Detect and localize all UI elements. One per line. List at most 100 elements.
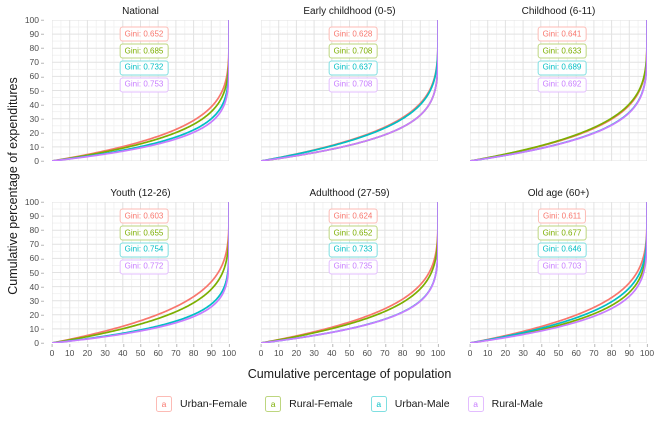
gini-label-rural-female: Gini: 0.652 xyxy=(328,225,378,241)
x-tick-label: 20 xyxy=(500,344,511,358)
legend-label: Rural-Female xyxy=(289,398,353,410)
gini-label-rural-male: Gini: 0.735 xyxy=(328,259,378,275)
y-tick-label: 0 xyxy=(34,337,44,348)
y-tick-label: 40 xyxy=(29,281,45,292)
lorenz-curve-rural-female xyxy=(52,20,229,161)
lorenz-curve-urban-male xyxy=(261,20,438,161)
plot-area: Gini: 0.624 Gini: 0.652 Gini: 0.733 Gini: 0… xyxy=(259,202,445,357)
x-tick-label: 30 xyxy=(100,344,110,358)
y-tick-labels: 0 10 20 30 40 50 60 70 80 90 100 xyxy=(16,198,46,347)
plot-area: Gini: 0.641 Gini: 0.633 Gini: 0.689 Gini: 0… xyxy=(470,20,647,161)
facet-panel: Youth (12-26) Gini: 0.603 Gini: 0.655 Gini:… xyxy=(25,186,236,357)
facet-panel: National Gini: 0.652 Gini: 0.685 Gini: 0.73… xyxy=(25,4,229,165)
lorenz-curve-rural-female xyxy=(52,202,229,343)
gini-label-rural-male: Gini: 0.703 xyxy=(537,259,587,275)
x-tick-labels: 0 10 20 30 40 50 60 70 80 90 100 xyxy=(467,343,654,361)
gini-label-rural-female: Gini: 0.708 xyxy=(328,43,378,59)
gini-label-urban-female: Gini: 0.611 xyxy=(537,208,587,224)
panel-title: Early childhood (0-5) xyxy=(303,6,396,17)
y-tick-label: 20 xyxy=(29,309,45,320)
x-tick-label: 10 xyxy=(64,344,75,358)
gini-label-rural-female: Gini: 0.655 xyxy=(119,225,169,241)
lorenz-curve-rural-male xyxy=(52,20,229,161)
x-tick-label: 40 xyxy=(327,344,337,358)
facet-grid: National Gini: 0.652 Gini: 0.685 Gini: 0.73… xyxy=(25,4,654,357)
panel-title: Youth (12-26) xyxy=(110,188,171,199)
legend: a Urban-Female a Rural-Female a Urban-Male a Ru… xyxy=(52,396,647,412)
gini-label-urban-male: Gini: 0.637 xyxy=(328,60,378,76)
facet-panel: Early childhood (0-5) Gini: 0.628 Gini: 0.… xyxy=(261,4,438,161)
x-tick-label: 100 xyxy=(221,344,237,358)
x-tick-label: 90 xyxy=(624,344,635,358)
legend-item-urban-female: a Urban-Female xyxy=(156,396,247,412)
x-tick-label: 40 xyxy=(118,344,128,358)
x-tick-label: 50 xyxy=(553,344,564,358)
legend-key-icon: a xyxy=(467,396,484,412)
lorenz-curve-rural-male xyxy=(52,202,229,343)
lorenz-curve-rural-male xyxy=(470,20,647,161)
plot-area: Gini: 0.652 Gini: 0.685 Gini: 0.732 Gini: 0… xyxy=(25,16,229,165)
gini-label-rural-female: Gini: 0.633 xyxy=(537,43,587,59)
gini-label-urban-male: Gini: 0.754 xyxy=(119,242,169,258)
x-tick-label: 60 xyxy=(362,344,372,358)
gini-label-rural-male: Gini: 0.772 xyxy=(119,259,169,275)
gini-label-urban-male: Gini: 0.689 xyxy=(537,60,587,76)
x-axis-title: Cumulative percentage of population xyxy=(247,367,452,381)
y-tick-labels: 0 10 20 30 40 50 60 70 80 90 100 xyxy=(16,16,46,165)
y-tick-label: 50 xyxy=(29,267,45,278)
gini-label-rural-male: Gini: 0.708 xyxy=(328,77,378,93)
plot-area: Gini: 0.603 Gini: 0.655 Gini: 0.754 Gini: 0… xyxy=(25,198,236,357)
gini-label-urban-female: Gini: 0.624 xyxy=(328,208,378,224)
x-tick-label: 0 xyxy=(467,344,473,358)
x-tick-label: 100 xyxy=(639,344,655,358)
legend-item-rural-male: a Rural-Male xyxy=(467,396,543,412)
lorenz-curve-rural-female xyxy=(470,202,647,343)
lorenz-curve-urban-female xyxy=(52,20,229,161)
y-tick-label: 60 xyxy=(29,253,45,264)
x-tick-label: 30 xyxy=(309,344,319,358)
lorenz-curve-urban-male xyxy=(470,202,647,343)
x-tick-label: 40 xyxy=(536,344,546,358)
x-tick-label: 90 xyxy=(206,344,217,358)
y-tick-label: 80 xyxy=(29,42,45,53)
x-tick-label: 60 xyxy=(153,344,163,358)
panel-title: Childhood (6-11) xyxy=(521,6,596,17)
legend-item-rural-female: a Rural-Female xyxy=(265,396,353,412)
y-tick-label: 10 xyxy=(29,323,45,334)
y-tick-label: 30 xyxy=(29,295,45,306)
x-tick-labels: 0 10 20 30 40 50 60 70 80 90 100 xyxy=(258,343,445,361)
y-tick-label: 20 xyxy=(29,127,45,138)
gini-label-urban-female: Gini: 0.652 xyxy=(119,26,169,42)
lorenz-curve-urban-female xyxy=(52,202,229,343)
x-tick-label: 50 xyxy=(344,344,355,358)
y-tick-label: 80 xyxy=(29,224,45,235)
lorenz-curve-rural-female xyxy=(470,20,647,161)
y-tick-label: 40 xyxy=(29,99,45,110)
x-tick-label: 10 xyxy=(482,344,493,358)
x-tick-label: 0 xyxy=(258,344,264,358)
lorenz-curve-urban-female xyxy=(261,202,438,343)
panel-title: Adulthood (27-59) xyxy=(309,188,390,199)
gini-label-urban-female: Gini: 0.641 xyxy=(537,26,587,42)
x-tick-label: 70 xyxy=(589,344,599,358)
gini-label-urban-male: Gini: 0.733 xyxy=(328,242,378,258)
plot-content: National Gini: 0.652 Gini: 0.685 Gini: 0.73… xyxy=(25,4,654,357)
panel-title: Old age (60+) xyxy=(527,188,590,199)
lorenz-curve-rural-male xyxy=(470,202,647,343)
gini-label-rural-male: Gini: 0.753 xyxy=(119,77,169,93)
lorenz-curve-rural-male xyxy=(261,20,438,161)
y-tick-label: 90 xyxy=(29,210,45,221)
legend-item-urban-male: a Urban-Male xyxy=(370,396,450,412)
gini-label-urban-male: Gini: 0.732 xyxy=(119,60,169,76)
x-tick-label: 70 xyxy=(380,344,390,358)
legend-label: Urban-Male xyxy=(394,398,450,410)
x-tick-label: 70 xyxy=(171,344,181,358)
gini-label-rural-female: Gini: 0.685 xyxy=(119,43,169,59)
y-tick-label: 100 xyxy=(24,196,45,207)
lorenz-curve-urban-female xyxy=(470,202,647,343)
facet-panel: Childhood (6-11) Gini: 0.641 Gini: 0.633 Gi… xyxy=(470,4,647,161)
x-tick-label: 80 xyxy=(606,344,617,358)
x-tick-label: 10 xyxy=(273,344,284,358)
y-tick-label: 70 xyxy=(29,239,45,250)
x-tick-labels: 0 10 20 30 40 50 60 70 80 90 100 xyxy=(50,343,236,361)
